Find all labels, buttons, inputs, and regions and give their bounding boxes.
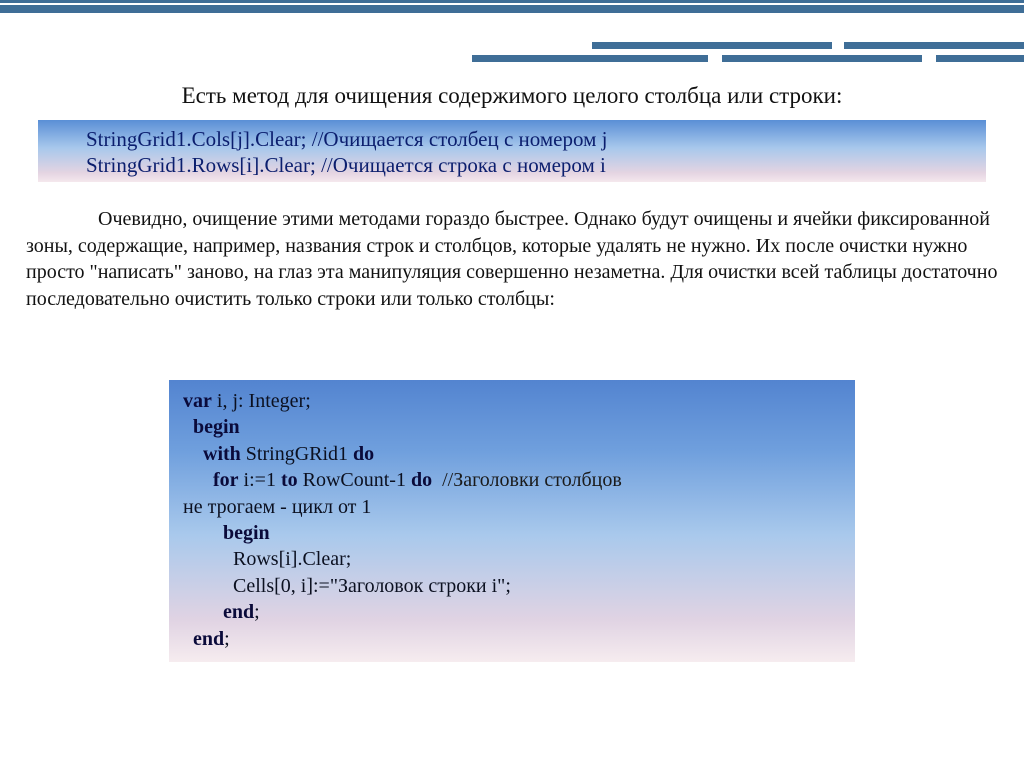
code-line: Rows[i].Clear; <box>183 546 843 572</box>
header-rule-thin <box>0 0 1024 3</box>
code-line: Cells[0, i]:="Заголовок строки i"; <box>183 573 843 599</box>
code-line: не трогаем - цикл от 1 <box>183 494 843 520</box>
keyword-end: end <box>223 601 254 623</box>
accent-bar <box>722 55 922 62</box>
code-line: end; <box>183 626 843 652</box>
accent-bar <box>936 55 1024 62</box>
slide-heading: Есть метод для очищения содержимого цело… <box>0 83 1024 109</box>
code-text: i:=1 <box>239 469 281 491</box>
keyword-var: var <box>183 390 212 412</box>
code-text: ; <box>254 601 260 623</box>
header-rule <box>0 0 1024 13</box>
keyword-begin: begin <box>193 416 240 438</box>
paragraph-text: Очевидно, очищение этими методами горазд… <box>26 208 997 310</box>
code-line: for i:=1 to RowCount-1 do //Заголовки ст… <box>183 467 843 493</box>
code-text: RowCount-1 <box>298 469 411 491</box>
keyword-for: for <box>213 469 239 491</box>
keyword-end: end <box>193 628 224 650</box>
code-text: не трогаем - цикл от 1 <box>183 496 371 518</box>
code-line: begin <box>183 520 843 546</box>
code-text: StringGrid1.Rows[i].Clear; <box>86 153 316 177</box>
code-text: Cells[0, i]:="Заголовок строки i"; <box>233 575 511 597</box>
code-text: ; <box>224 628 230 650</box>
accent-bar <box>844 42 1024 49</box>
keyword-to: to <box>281 469 298 491</box>
keyword-with: with <box>203 443 241 465</box>
code-line: StringGrid1.Rows[i].Clear; //Очищается с… <box>86 152 986 178</box>
code-line: var i, j: Integer; <box>183 388 843 414</box>
code-block-clear-methods: StringGrid1.Cols[j].Clear; //Очищается с… <box>38 120 986 182</box>
code-text: StringGrid1.Cols[j].Clear; <box>86 127 306 151</box>
code-line: begin <box>183 414 843 440</box>
accent-bar <box>592 42 832 49</box>
code-line: StringGrid1.Cols[j].Clear; //Очищается с… <box>86 126 986 152</box>
code-line: with StringGRid1 do <box>183 441 843 467</box>
keyword-do: do <box>353 443 374 465</box>
code-text: Rows[i].Clear; <box>233 548 351 570</box>
code-text: i, j: Integer; <box>212 390 311 412</box>
code-comment: //Очищается столбец с номером j <box>306 127 607 151</box>
explanation-paragraph: Очевидно, очищение этими методами горазд… <box>26 206 1016 312</box>
header-rule-thick <box>0 5 1024 13</box>
code-block-loop: var i, j: Integer; begin with StringGRid… <box>169 380 855 662</box>
accent-bar <box>472 55 708 62</box>
code-text: StringGRid1 <box>241 443 353 465</box>
code-comment: //Заголовки столбцов <box>432 469 622 491</box>
slide: Есть метод для очищения содержимого цело… <box>0 0 1024 768</box>
code-line: end; <box>183 599 843 625</box>
keyword-begin: begin <box>223 522 270 544</box>
code-comment: //Очищается строка с номером i <box>316 153 606 177</box>
keyword-do: do <box>411 469 432 491</box>
